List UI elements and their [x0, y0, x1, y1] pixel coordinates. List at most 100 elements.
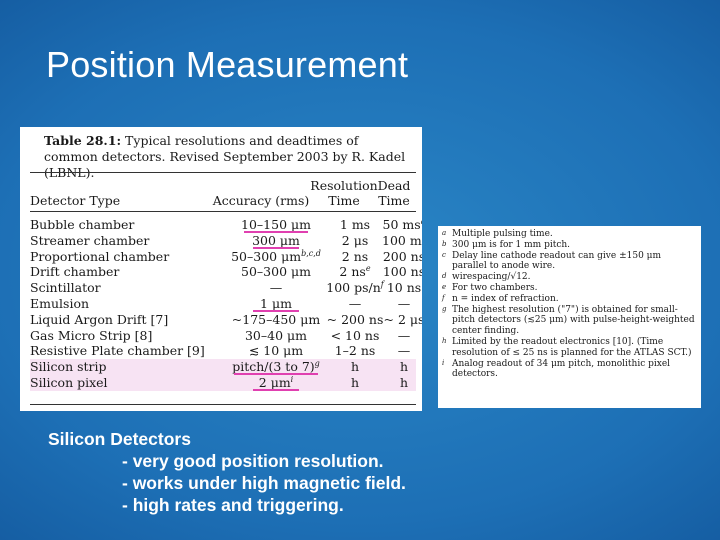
table-row: Silicon strip pitch/(3 to 7)g h h	[30, 359, 416, 376]
footnote-item: b 300 μm is for 1 mm pitch.	[438, 240, 701, 251]
table-caption: Table 28.1: Typical resolutions and dead…	[44, 133, 414, 181]
footnote-item: a Multiple pulsing time.	[438, 229, 701, 240]
resolution-table-image: Table 28.1: Typical resolutions and dead…	[20, 127, 422, 411]
cell-accuracy: ~175–450 μm	[231, 311, 321, 327]
cell-accuracy: 300 μm	[252, 232, 300, 248]
bullet-heading: Silicon Detectors	[48, 429, 191, 449]
cell-dead-time: —	[397, 327, 411, 343]
cell-detector-type: Liquid Argon Drift [7]	[30, 311, 169, 327]
footnote-item: f n = index of refraction.	[438, 294, 701, 305]
cell-detector-type: Gas Micro Strip [8]	[30, 327, 153, 343]
table-row: Silicon pixel 2 μmi h h	[30, 375, 416, 391]
highlight-underline	[244, 231, 308, 233]
header-accuracy: Accuracy (rms)	[212, 193, 310, 208]
footnote-marker: i	[290, 375, 294, 384]
cell-detector-type: Bubble chamber	[30, 217, 135, 232]
bullet-block: Silicon Detectors - very good position r…	[48, 428, 406, 516]
footnote-text: Delay line cathode readout can give ±150…	[452, 250, 662, 272]
cell-resolution-time: ~ 200 ns	[326, 311, 384, 327]
table-row: Emulsion 1 μm — —	[30, 296, 416, 312]
footnote-marker: g	[314, 359, 320, 369]
table-row: Proportional chamber 50–300 μmb,c,d 2 ns 20…	[30, 248, 422, 265]
cell-dead-time: 100 ms	[382, 232, 422, 248]
bullet-item: - very good position resolution.	[122, 451, 384, 471]
highlight-underline	[253, 389, 299, 391]
footnote-text: wirespacing/√12.	[452, 272, 531, 283]
cell-accuracy: 30–40 μm	[244, 327, 307, 343]
cell-accuracy: 1 μm	[260, 296, 292, 311]
footnote-text: n = index of refraction.	[452, 293, 559, 304]
cell-detector-type: Proportional chamber	[30, 248, 170, 264]
footnote-text: Analog readout of 34 μm pitch, monolithi…	[452, 358, 671, 380]
footnote-marker: f	[380, 280, 384, 290]
cell-dead-time: 10 ns	[386, 280, 422, 296]
highlight-underline	[253, 310, 299, 312]
footnote-key: h	[442, 336, 447, 345]
cell-accuracy: 2 μmi	[258, 375, 294, 391]
footnote-key: i	[442, 358, 445, 367]
footnote-key: d	[442, 272, 447, 281]
cell-accuracy: —	[269, 280, 283, 296]
bullet-item: - high rates and triggering.	[122, 495, 344, 515]
table-row: Gas Micro Strip [8] 30–40 μm < 10 ns —	[30, 328, 416, 344]
cell-resolution-time: < 10 ns	[330, 327, 380, 343]
cell-dead-time: —	[397, 343, 411, 359]
table-row: Resistive Plate chamber [9] ≲ 10 μm 1–2 ns…	[30, 343, 416, 359]
table-row: Drift chamber 50–300 μm 2 nse 100 ns	[30, 264, 422, 280]
cell-resolution-time: 1 ms	[339, 217, 371, 232]
footnote-item: i Analog readout of 34 μm pitch, monolith…	[438, 359, 701, 381]
table-bottom-rule	[30, 404, 416, 405]
footnote-marker: e	[365, 264, 371, 274]
footnote-item: h Limited by the readout electronics [10]…	[438, 337, 701, 359]
cell-accuracy: 50–300 μm	[241, 264, 311, 280]
cell-accuracy: ≲ 10 μm	[248, 343, 304, 359]
header-dead-time: Dead Time	[377, 178, 411, 208]
cell-resolution-time: 2 ns	[341, 248, 369, 264]
table-top-rule	[30, 172, 416, 173]
header-resolution-time: Resolution Time	[310, 178, 378, 208]
footnote-key: c	[442, 250, 446, 259]
cell-accuracy: 50–300 μmb,c,d	[231, 248, 321, 264]
footnote-item: e For two chambers.	[438, 283, 701, 294]
footnote-marker: a	[421, 217, 422, 226]
cell-detector-type: Scintillator	[30, 280, 101, 296]
cell-detector-type: Emulsion	[30, 296, 90, 311]
footnote-text: 300 μm is for 1 mm pitch.	[452, 239, 571, 250]
table-caption-text: Typical resolutions and deadtimes of com…	[44, 133, 406, 180]
footnote-key: b	[442, 239, 447, 248]
footnotes-panel: a Multiple pulsing time. b 300 μm is for 1 …	[438, 226, 701, 408]
footnote-text: The highest resolution ("7") is obtained…	[452, 304, 695, 337]
cell-dead-time: h	[399, 375, 409, 390]
footnote-marker: b,c,d	[301, 248, 321, 258]
footnote-key: f	[442, 293, 445, 302]
cell-detector-type: Resistive Plate chamber [9]	[30, 343, 205, 359]
cell-resolution-time: —	[348, 296, 362, 311]
cell-resolution-time: 2 μs	[341, 232, 369, 248]
table-row: Scintillator — 100 ps/nf 10 ns	[30, 280, 421, 296]
cell-resolution-time: 1–2 ns	[334, 343, 376, 359]
footnote-key: e	[442, 282, 447, 291]
footnote-key: g	[442, 304, 447, 313]
table-row: Bubble chamber 10–150 μm 1 ms 50 msa	[30, 217, 422, 233]
footnote-item: d wirespacing/√12.	[438, 272, 701, 283]
cell-dead-time: —	[397, 296, 411, 311]
highlight-underline	[253, 246, 299, 249]
cell-detector-type: Drift chamber	[30, 264, 120, 280]
footnote-item: g The highest resolution ("7") is obtaine…	[438, 305, 701, 337]
cell-dead-time: 50 msa	[382, 217, 422, 232]
footnote-item: c Delay line cathode readout can give ±15…	[438, 251, 701, 273]
table-header-rule	[30, 211, 416, 212]
cell-detector-type: Streamer chamber	[30, 232, 150, 248]
cell-dead-time: h	[399, 359, 409, 375]
cell-resolution-time: 100 ps/nf	[326, 280, 384, 296]
slide-title: Position Measurement	[46, 44, 409, 85]
cell-resolution-time: h	[350, 359, 360, 375]
footnote-text: Multiple pulsing time.	[452, 229, 553, 239]
footnote-key: a	[442, 229, 447, 237]
header-detector-type: Detector Type	[30, 193, 121, 208]
bullet-item: - works under high magnetic field.	[122, 473, 406, 493]
cell-accuracy: 10–150 μm	[241, 217, 311, 232]
cell-resolution-time: h	[350, 375, 360, 390]
table-row: Liquid Argon Drift [7] ~175–450 μm ~ 200 n…	[30, 311, 422, 328]
footnotes-list: a Multiple pulsing time. b 300 μm is for 1 …	[438, 226, 701, 380]
